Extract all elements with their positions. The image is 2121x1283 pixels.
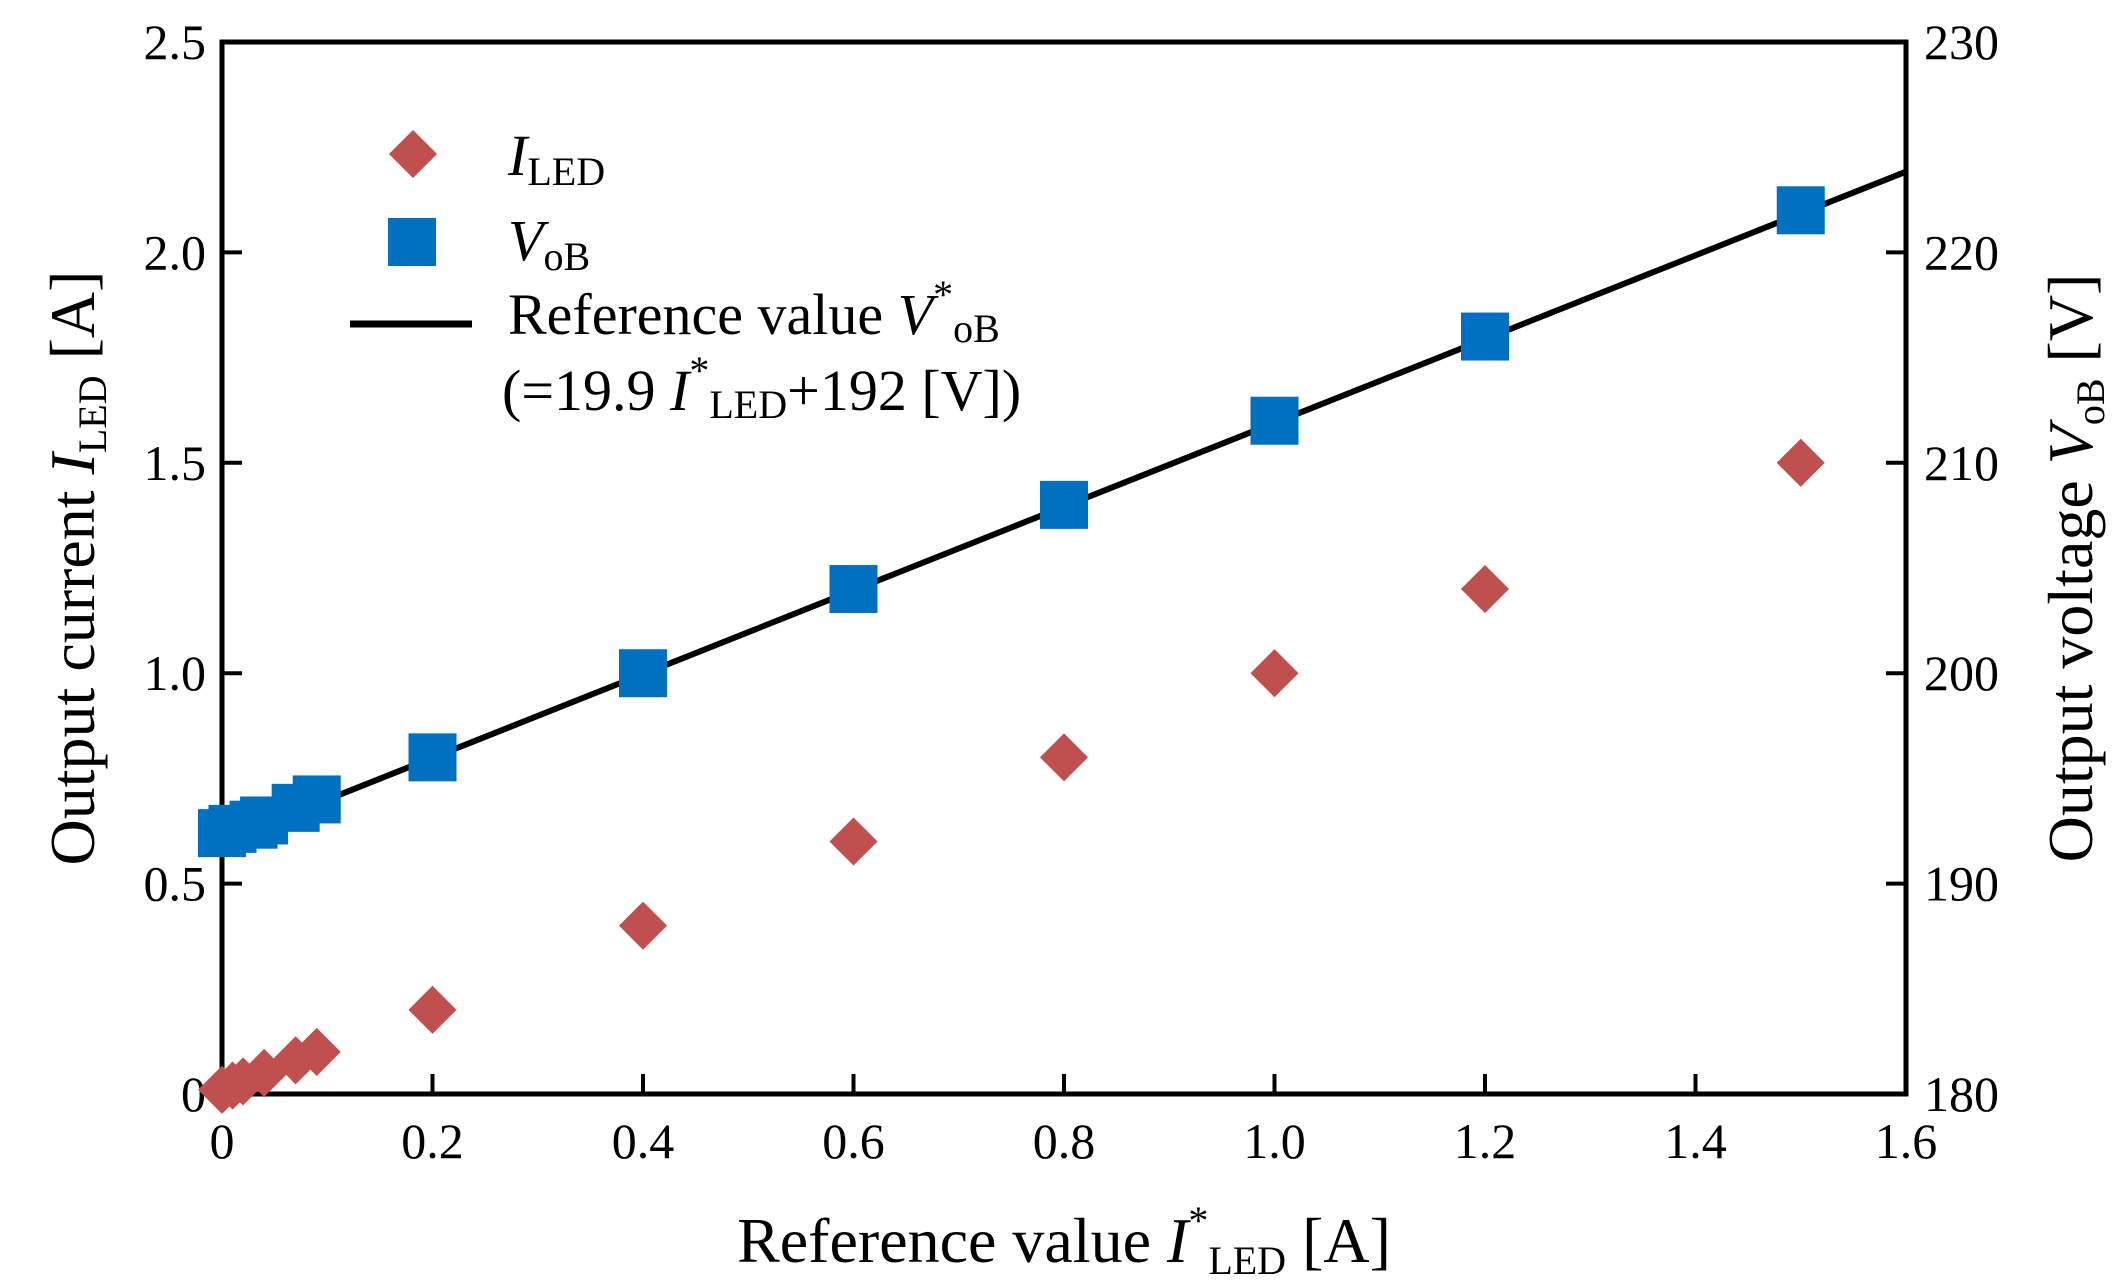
legend-marker-iled [388,129,438,179]
x-tick-label: 1.6 [1875,1113,1938,1169]
point-vob [1776,186,1825,235]
right-y-tick-label: 210 [1924,435,1999,491]
point-vob [292,775,341,824]
right-y-tick-label: 180 [1924,1066,1999,1122]
right-y-tick-label: 200 [1924,645,1999,701]
x-tick-label: 1.4 [1664,1113,1727,1169]
tick-labels-layer: 0 0.2 0.4 0.6 0.8 1.0 1.2 1.4 1.6 0 0.5 1.0 1.5 2.0 2.… [144,14,2000,1169]
left-y-tick-label: 2.0 [144,224,207,280]
legend-label-vob: VoB [508,208,590,279]
point-iled [1039,733,1089,782]
x-tick-label: 0 [210,1113,235,1169]
left-y-tick-label: 2.5 [144,14,207,70]
plot-frame [219,39,1909,1097]
legend-marker-vob [388,218,436,266]
point-vob [619,649,667,698]
left-y-tick-label: 0 [181,1066,206,1122]
x-tick-label: 1.2 [1454,1113,1517,1169]
x-tick-label: 0.8 [1033,1113,1096,1169]
left-y-axis-title: Output current ILED [A] [37,271,115,866]
point-iled [1250,649,1299,698]
x-tick-label: 1.0 [1243,1113,1306,1169]
left-y-tick-label: 0.5 [144,856,207,912]
point-vob [1461,312,1509,361]
legend-label-reference: Reference value V*oB [508,272,1000,351]
right-y-axis-title: Output voltage VoB [V] [2035,274,2113,863]
x-axis-title: Reference value I*LED [A] [737,1198,1391,1283]
x-tick-label: 0.4 [612,1113,675,1169]
point-iled [1776,438,1825,487]
left-y-tick-label: 1.0 [144,645,207,701]
legend-label-formula: (=19.9 I*LED+192 [V]) [502,348,1021,427]
legend-label-iled: ILED [507,123,605,194]
left-y-tick-label: 1.5 [144,435,207,491]
point-vob [1250,396,1299,445]
point-vob [829,565,878,614]
x-tick-label: 0.2 [401,1113,464,1169]
point-iled [618,901,668,950]
x-tick-label: 0.6 [822,1113,885,1169]
point-vob [408,733,457,782]
point-vob [1040,480,1088,529]
right-y-tick-label: 230 [1924,14,1999,70]
ticks-layer [222,250,1906,1094]
point-iled [829,817,878,866]
right-y-tick-label: 220 [1924,224,1999,280]
point-iled [408,985,457,1034]
right-y-tick-label: 190 [1924,856,1999,912]
legend: ILED VoB Reference value V*oB (=19.9 I*L… [350,123,1021,427]
point-iled [1460,564,1510,614]
